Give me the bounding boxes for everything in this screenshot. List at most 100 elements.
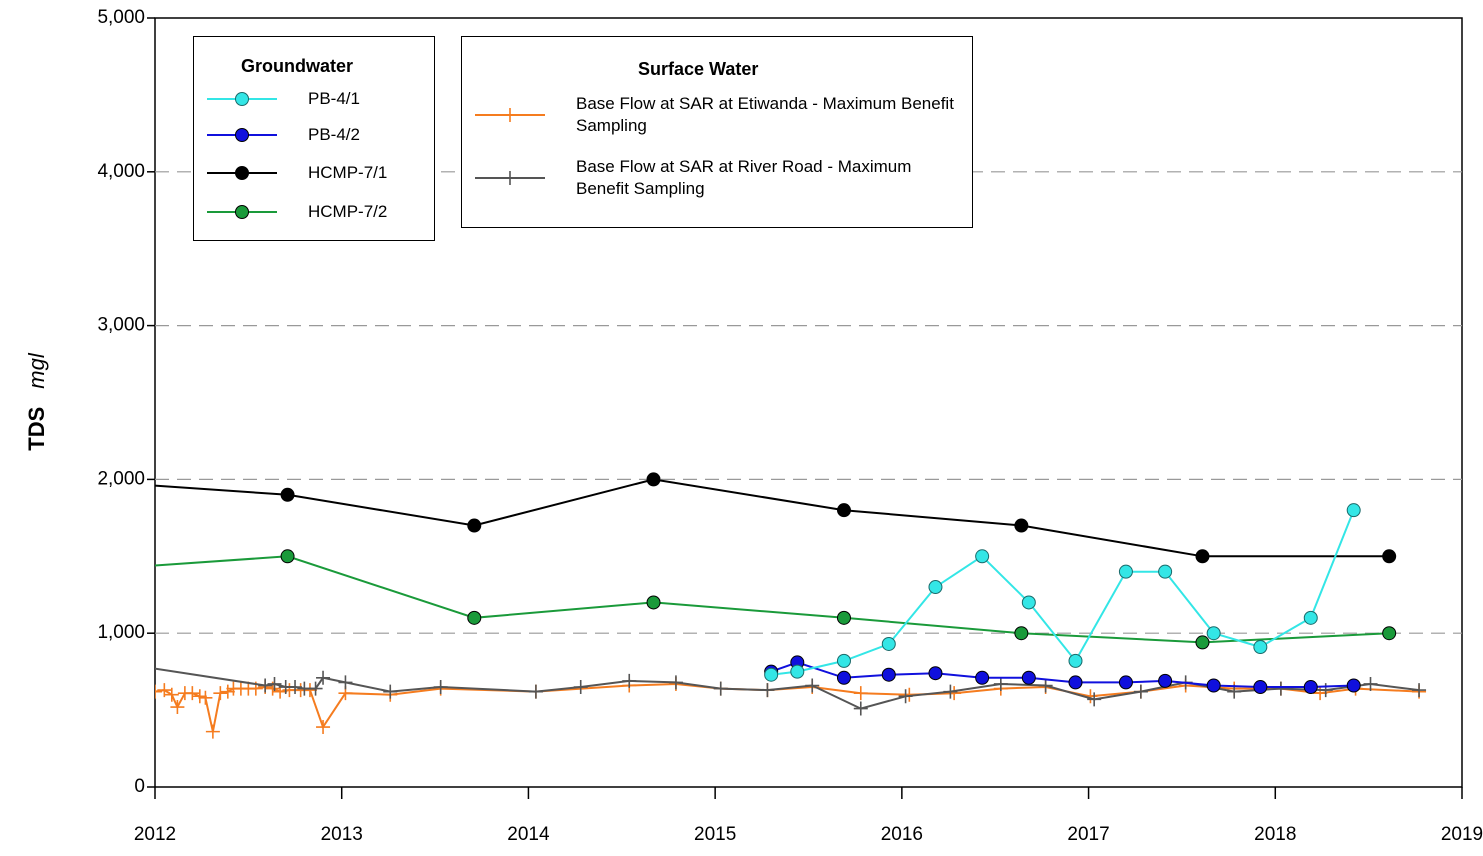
legend-swatch (207, 128, 277, 142)
legend-label: HCMP-7/1 (308, 163, 388, 182)
legend-entry: HCMP-7/2 (206, 200, 387, 224)
data-point (1021, 595, 1036, 610)
data-point (1253, 680, 1268, 695)
data-point (975, 549, 990, 564)
data-point (1118, 564, 1133, 579)
x-tick-label: 2019 (1441, 824, 1483, 845)
data-point (1014, 518, 1029, 533)
data-point (316, 670, 331, 685)
data-point (1382, 626, 1397, 641)
series (764, 655, 1361, 695)
plot-frame (154, 17, 1463, 788)
series-line (155, 555, 1390, 644)
data-point (1253, 640, 1268, 655)
series (764, 503, 1361, 682)
data-point (790, 664, 805, 679)
legend-marker (235, 92, 249, 106)
x-tick-label: 2018 (1254, 824, 1296, 845)
y-label: TDS mgl (24, 352, 49, 451)
data-point (111, 656, 125, 670)
data-point (528, 684, 543, 699)
legend-label: Base Flow at SAR at River Road - Maximum… (576, 157, 912, 198)
data-point (1158, 673, 1173, 688)
data-point (1118, 675, 1133, 690)
series (155, 472, 1397, 564)
data-point (338, 675, 353, 690)
data-point (1087, 692, 1102, 707)
legend-label: Base Flow at SAR at Etiwanda - Maximum B… (576, 94, 954, 135)
data-point (1021, 670, 1036, 685)
data-point (764, 667, 779, 682)
data-point (157, 683, 172, 698)
data-point (433, 680, 448, 695)
legend-label: HCMP-7/2 (308, 202, 388, 221)
legend-entry: Base Flow at SAR at River Road - Maximum… (474, 156, 954, 200)
legend-label: PB-4/2 (308, 125, 360, 144)
y-axis-title: TDS mgl (24, 352, 49, 451)
data-point (1346, 503, 1361, 518)
data-point (1303, 610, 1318, 625)
data-point (836, 610, 851, 625)
legend-entry: PB-4/2 (206, 123, 360, 147)
data-point (1363, 676, 1378, 691)
legend-title: Groundwater (241, 56, 354, 76)
data-point (1068, 675, 1083, 690)
data-point (267, 676, 282, 691)
legend-swatch (207, 166, 277, 180)
data-point (316, 720, 331, 735)
y-tick-label: 1,000 (97, 622, 145, 643)
data-point (1318, 683, 1333, 698)
data-point (1158, 564, 1173, 579)
data-point (1382, 549, 1397, 564)
data-point (1206, 626, 1221, 641)
y-tick-label: 3,000 (97, 315, 145, 336)
data-point (1313, 686, 1328, 701)
data-point (1195, 635, 1210, 650)
x-tick-label: 2016 (881, 824, 923, 845)
legend-entry: Base Flow at SAR at Etiwanda - Maximum B… (474, 93, 954, 137)
legend-marker (235, 166, 249, 180)
data-point (213, 686, 228, 701)
data-point (805, 678, 820, 693)
y-tick-label: 0 (134, 776, 145, 797)
data-point (646, 595, 661, 610)
data-point (170, 700, 185, 715)
y-tick-label: 5,000 (97, 7, 145, 28)
data-point (943, 684, 958, 699)
data-point (192, 689, 207, 704)
data-point (258, 678, 273, 693)
data-point (713, 681, 728, 696)
data-point (467, 610, 482, 625)
x-tick-label: 2015 (694, 824, 736, 845)
data-point (881, 667, 896, 682)
legend-marker (503, 171, 517, 185)
data-point (760, 683, 775, 698)
data-point (1303, 680, 1318, 695)
data-point (92, 563, 105, 576)
data-point (928, 580, 943, 595)
data-point (1133, 684, 1148, 699)
legend-marker (235, 205, 249, 219)
y-tick-label: 4,000 (97, 161, 145, 182)
data-point (836, 653, 851, 668)
data-point (302, 683, 317, 698)
data-point (280, 487, 295, 502)
y-tick-label: 2,000 (97, 468, 145, 489)
legend-swatch (475, 108, 545, 122)
series-line (770, 661, 1354, 688)
x-tick-label: 2012 (134, 824, 176, 845)
data-point (1346, 678, 1361, 693)
data-point (1206, 678, 1221, 693)
data-point (1038, 678, 1053, 693)
series-line (771, 509, 1355, 676)
data-point (185, 686, 200, 701)
series-line (155, 682, 1420, 732)
data-point (1068, 653, 1083, 668)
legend-title: Surface Water (638, 59, 759, 79)
legend-swatch (207, 205, 277, 219)
data-point (383, 684, 398, 699)
data-point (836, 670, 851, 685)
y-label-text: TDS (24, 407, 49, 451)
legend-marker (235, 128, 249, 142)
